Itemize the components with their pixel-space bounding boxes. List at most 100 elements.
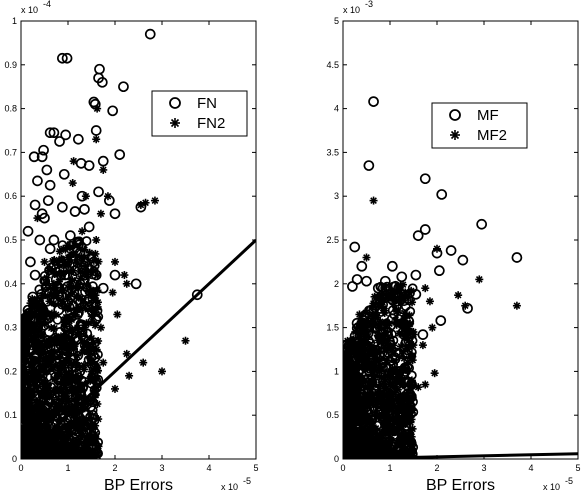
y-tick-label: 2 <box>334 279 339 289</box>
scatter-point-circle <box>28 297 39 307</box>
scatter-point-circle <box>397 415 408 426</box>
scatter-point-circle <box>417 329 429 340</box>
y-tick-label: 0.1 <box>4 410 17 420</box>
scatter-point-circle <box>21 439 28 450</box>
chart-mf-vs-bp-errors: 0 1 2 3 4 5 0 0.5 1 1.5 2 2.5 3 3.5 4 4.5 5 x 10 -3 x 10 -5 B… <box>326 0 580 494</box>
scatter-point-circle <box>345 362 356 372</box>
scatter-point-circle <box>401 348 412 360</box>
scatter-point-circle <box>41 295 53 307</box>
scatter-point-circle <box>21 343 31 354</box>
scatter-point-asterisk <box>32 369 41 378</box>
scatter-point-asterisk <box>113 310 122 319</box>
scatter-point-asterisk <box>395 377 404 386</box>
scatter-point-asterisk <box>26 389 35 398</box>
scatter-point-circle <box>78 332 89 343</box>
scatter-point-circle <box>57 201 68 213</box>
scatter-point-circle <box>88 410 99 420</box>
scatter-point-asterisk <box>364 358 373 367</box>
y-tick-label: 4 <box>334 104 339 114</box>
scatter-point-asterisk <box>38 454 47 459</box>
scatter-point-circle <box>22 304 34 316</box>
x-tick-label: 0 <box>18 463 23 473</box>
scatter-point-asterisk <box>45 437 54 446</box>
scatter-point-circle <box>21 325 28 335</box>
scatter-point-circle <box>457 254 469 266</box>
scatter-point-asterisk <box>49 279 58 288</box>
scatter-point-circle <box>476 218 487 230</box>
scatter-point-circle <box>387 313 398 325</box>
scatter-point-circle <box>64 230 76 241</box>
scatter-point-circle <box>109 269 121 281</box>
scatter-point-circle <box>377 283 388 293</box>
scatter-point-asterisk <box>38 411 47 420</box>
scatter-point-circle <box>25 414 36 425</box>
scatter-point-asterisk <box>358 399 367 408</box>
y-tick-label: 0.9 <box>4 60 17 70</box>
scatter-point-asterisk <box>59 244 68 253</box>
scatter-point-asterisk <box>383 404 392 413</box>
scatter-point-asterisk <box>350 341 359 350</box>
scatter-point-circle <box>25 331 35 342</box>
scatter-point-circle <box>72 237 83 248</box>
scatter-point-asterisk <box>407 440 416 449</box>
scatter-point-asterisk <box>56 332 65 341</box>
legend-label: MF2 <box>477 127 507 144</box>
y-tick-label: 1 <box>12 16 17 26</box>
scatter-point-asterisk <box>111 257 119 266</box>
x-tick-label: 1 <box>65 463 70 473</box>
scatter-point-circle <box>53 374 64 386</box>
scatter-point-circle <box>356 260 368 272</box>
legend: MF MF2 <box>431 102 528 149</box>
fit-line <box>343 452 578 459</box>
y-tick-label: 3.5 <box>326 147 339 157</box>
scatter-point-circle <box>22 420 33 431</box>
scatter-point-circle <box>372 443 382 454</box>
scatter-point-circle <box>25 256 36 268</box>
scatter-point-circle <box>393 397 404 408</box>
scatter-point-asterisk <box>343 382 348 391</box>
scatter-point-circle <box>360 344 371 355</box>
scatter-point-circle <box>22 225 34 237</box>
scatter-point-circle <box>48 234 60 246</box>
y-tick-label: 0.5 <box>4 235 17 245</box>
scatter-point-circle <box>69 265 81 277</box>
scatter-point-circle <box>114 149 126 160</box>
x-axis-exponent: -5 <box>565 476 573 486</box>
scatter-point-asterisk <box>64 402 72 411</box>
scatter-point-asterisk <box>365 392 374 401</box>
scatter-point-asterisk <box>79 443 88 452</box>
scatter-point-asterisk <box>55 352 64 361</box>
scatter-point-asterisk <box>433 244 441 253</box>
scatter-point-asterisk <box>68 288 77 297</box>
scatter-point-asterisk <box>425 297 434 306</box>
scatter-point-asterisk <box>348 406 357 415</box>
scatter-point-circle <box>72 309 83 320</box>
scatter-point-circle <box>41 387 53 399</box>
scatter-point-circle <box>97 282 109 294</box>
scatter-point-asterisk <box>65 379 74 388</box>
scatter-point-circle <box>144 28 156 40</box>
scatter-point-circle <box>191 289 203 301</box>
scatter-point-circle <box>29 269 41 281</box>
scatter-point-circle <box>358 332 370 344</box>
scatter-point-asterisk <box>374 323 383 332</box>
scatter-point-asterisk <box>69 345 78 354</box>
y-tick-label: 0.5 <box>326 410 339 420</box>
scatter-point-circle <box>93 437 104 448</box>
scatter-point-asterisk <box>390 417 399 426</box>
scatter-point-circle <box>377 411 387 422</box>
scatter-point-circle <box>370 348 382 360</box>
scatter-point-asterisk <box>390 388 399 397</box>
scatter-point-circle <box>394 348 405 359</box>
scatter-point-asterisk <box>430 369 439 378</box>
scatter-point-asterisk <box>24 433 33 442</box>
x-tick-label: 0 <box>340 463 345 473</box>
y-tick-label: 5 <box>334 16 339 26</box>
scatter-point-circle <box>29 199 41 211</box>
scatter-point-circle <box>36 151 48 163</box>
y-axis-multiplier: x 10 <box>343 5 360 15</box>
scatter-point-asterisk <box>40 380 49 389</box>
y-tick-label: 0.4 <box>4 279 17 289</box>
x-tick-label: 1 <box>387 463 392 473</box>
scatter-point-asterisk <box>65 419 74 428</box>
